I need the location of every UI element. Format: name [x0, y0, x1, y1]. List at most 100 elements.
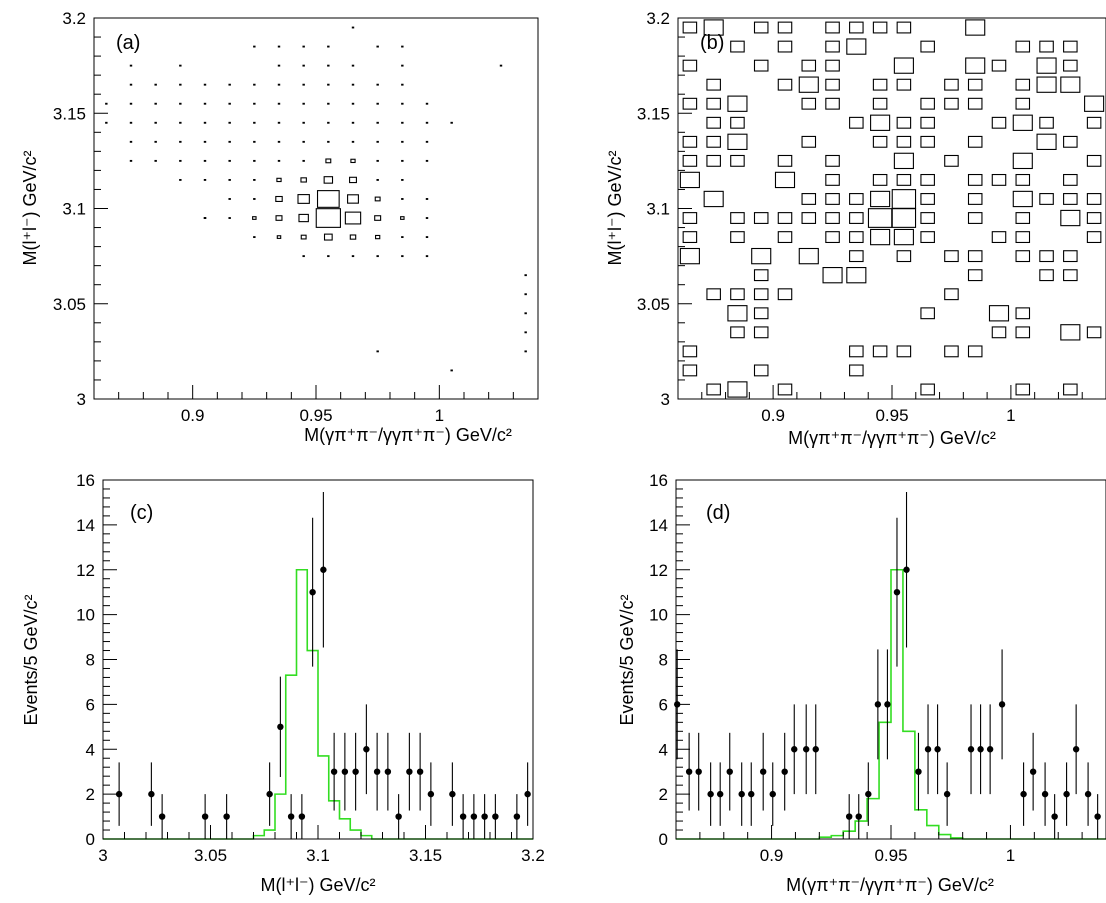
box-bin: [682, 212, 698, 224]
box-bin: [965, 19, 986, 36]
box-bin: [1086, 116, 1102, 129]
box-bin: [277, 64, 281, 67]
box-bin: [351, 140, 355, 143]
box-bin: [179, 64, 182, 67]
box-bin: [893, 57, 914, 74]
box-bin: [682, 21, 698, 34]
box-bin: [297, 194, 310, 204]
box-bin: [777, 154, 793, 167]
box-bin: [425, 140, 429, 143]
box-bin: [727, 95, 748, 112]
box-bin: [228, 178, 231, 181]
panel-d-label: (d): [706, 502, 730, 524]
box-bin: [849, 364, 864, 377]
box-bin: [777, 78, 793, 91]
y-tick-label: 8: [86, 651, 95, 670]
panel-b-label: (b): [700, 32, 724, 54]
box-bin: [315, 208, 341, 228]
box-bin: [228, 159, 231, 162]
box-bin: [302, 121, 305, 124]
box-bin: [154, 121, 157, 124]
box-bin: [252, 216, 257, 220]
data-point: [330, 768, 338, 775]
box-bin: [682, 135, 698, 148]
data-point: [115, 790, 123, 798]
data-point: [738, 790, 745, 798]
box-bin: [753, 21, 769, 34]
box-bin: [179, 121, 182, 124]
data-point: [201, 813, 209, 820]
y-tick-label: 3.05: [637, 295, 670, 314]
box-bin: [302, 83, 305, 86]
box-bin: [920, 97, 935, 110]
x-tick-label: 3.15: [409, 846, 442, 865]
y-tick-label: 3.1: [62, 200, 86, 219]
box-bin: [327, 121, 330, 124]
box-bin: [777, 288, 793, 301]
panel-b-y-axis-title: M(l⁺l⁻) GeV/c²: [605, 150, 625, 265]
box-bin: [1039, 116, 1054, 129]
box-bin: [753, 364, 769, 377]
x-tick-label: 0.95: [875, 406, 908, 425]
data-point: [759, 768, 767, 775]
data-point: [524, 790, 531, 798]
data-point: [855, 813, 862, 820]
box-bin: [825, 59, 840, 72]
box-bin: [967, 250, 983, 263]
box-bin: [944, 78, 959, 91]
box-bin: [777, 40, 793, 53]
panel-b: (b) 0.9 0.95 1 3 3.05 3.1 3.15 3.2 M(γπ⁺π⁻/γγπ⁺…: [605, 9, 1106, 448]
data-point: [406, 768, 413, 775]
y-tick-label: 3: [661, 390, 670, 409]
box-bin: [753, 59, 769, 72]
box-bin: [1015, 97, 1031, 110]
box-bin: [253, 178, 256, 181]
box-bin: [730, 231, 745, 244]
box-bin: [825, 154, 840, 167]
box-bin: [1015, 40, 1031, 53]
box-bin: [253, 198, 256, 200]
box-bin: [801, 59, 817, 72]
data-point: [726, 768, 733, 775]
box-bin: [967, 173, 983, 186]
box-bin: [1015, 173, 1031, 186]
data-point: [148, 790, 155, 798]
box-bin: [801, 212, 817, 224]
x-tick-label: 3.2: [521, 846, 545, 865]
data-point: [427, 790, 435, 798]
box-bin: [920, 212, 935, 224]
box-bin: [376, 255, 379, 258]
box-bin: [891, 208, 917, 228]
box-bin: [276, 177, 282, 183]
box-bin: [277, 159, 281, 162]
box-bin: [376, 45, 379, 48]
box-bin: [302, 140, 305, 143]
box-bin: [1086, 326, 1102, 339]
box-bin: [849, 21, 864, 34]
box-bin: [1063, 383, 1078, 396]
box-bin: [203, 121, 207, 124]
box-bin: [253, 121, 256, 124]
box-bin: [825, 231, 840, 244]
box-bin: [228, 83, 231, 86]
box-bin: [727, 381, 748, 398]
box-bin: [323, 233, 333, 241]
box-bin: [401, 102, 404, 105]
box-bin: [1063, 135, 1078, 148]
data-point: [492, 813, 499, 820]
box-bin: [1063, 173, 1078, 186]
panel-d-y-axis-title: Events/5 GeV/c²: [617, 594, 637, 725]
y-tick-label: 4: [86, 740, 95, 759]
panel-a-x-axis-title: M(γπ⁺π⁻/γγπ⁺π⁻) GeV/c²: [304, 425, 512, 445]
box-bin: [872, 135, 888, 148]
box-bin: [327, 83, 330, 86]
box-bin: [920, 383, 935, 396]
box-bin: [682, 364, 698, 377]
box-bin: [179, 159, 182, 162]
y-tick-label: 8: [659, 651, 668, 670]
box-bin: [129, 121, 133, 124]
box-bin: [524, 331, 527, 334]
box-bin: [944, 154, 959, 167]
data-point: [373, 768, 381, 775]
